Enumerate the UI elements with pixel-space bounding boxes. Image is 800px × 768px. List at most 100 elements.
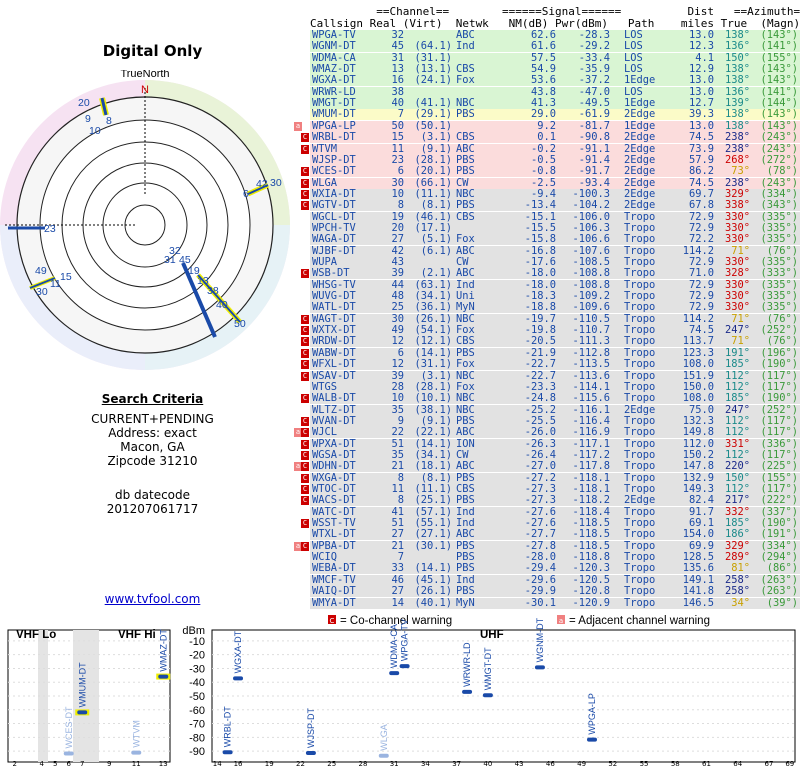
table-row: WEBA-DT 33 (14.1) PBS -29.4 -120.3 Tropo 135.6 8…: [310, 562, 800, 575]
table-cell: (10.1): [414, 392, 452, 405]
table-cell: 27: [391, 585, 404, 598]
table-cell: WTGS: [312, 380, 338, 393]
table-cell: (12.1): [414, 335, 452, 348]
table-cell: (2.1): [420, 267, 452, 280]
table-cell: Fox: [456, 324, 475, 337]
table-cell: -118.5: [572, 517, 610, 530]
radar-label: 20: [78, 97, 90, 109]
x-tick-label: 67: [765, 760, 774, 768]
table-cell: -25.2: [524, 403, 556, 416]
table-cell: 9.2: [537, 119, 556, 132]
co-channel-warning-icon: C: [301, 201, 309, 211]
table-cell: 75.0: [688, 403, 714, 416]
co-channel-warning-icon: C: [301, 314, 309, 324]
radar-label: 31: [164, 254, 176, 266]
table-cell: -114.1: [572, 380, 610, 393]
table-cell: -19.8: [524, 324, 556, 337]
table-cell: 6: [397, 346, 404, 359]
y-tick-label: -90: [189, 746, 205, 758]
table-cell: 330°: [724, 210, 750, 223]
table-cell: -29.6: [524, 573, 556, 586]
table-cell: 135.6: [682, 562, 714, 575]
table-cell: WDMA-CA: [312, 51, 356, 64]
station-bar-label: WMAZ-DT: [158, 629, 168, 672]
table-cell: 123.3: [682, 346, 714, 359]
table-row: WGTV-DT 8 (8.1) PBS -13.4 -104.2 2Edge 67.8 338°…: [301, 199, 800, 212]
table-cell: 57.9: [688, 153, 714, 166]
table-row: WTOC-DT 11 (11.1) CBS -27.3 -118.1 Tropo 149.3 1…: [301, 483, 800, 495]
table-cell: (117°): [760, 483, 798, 495]
table-cell: WAGA-DT: [312, 233, 356, 246]
table-cell: 186°: [724, 528, 750, 541]
table-cell: WHSG-TV: [312, 278, 356, 291]
table-cell: (26.1): [414, 585, 452, 598]
table-cell: (76°): [766, 244, 798, 257]
table-cell: -20.5: [524, 335, 556, 348]
table-cell: 74.5: [688, 176, 714, 189]
co-channel-warning-icon: C: [301, 462, 309, 472]
table-cell: CBS: [456, 210, 475, 223]
table-cell: 71°: [731, 312, 750, 325]
table-cell: 114.2: [682, 312, 714, 325]
table-cell: WGSA-DT: [312, 448, 356, 461]
table-cell: (141°): [760, 40, 798, 53]
table-cell: ABC: [456, 142, 475, 155]
tvfool-link[interactable]: www.tvfool.com: [104, 592, 201, 606]
table-cell: 15: [391, 131, 404, 144]
table-cell: WUPA: [312, 256, 338, 268]
table-cell: ABC: [456, 460, 475, 473]
table-cell: 1Edge: [624, 97, 656, 110]
table-cell: Tropo: [624, 290, 656, 303]
table-cell: -21.9: [524, 346, 556, 359]
table-cell: 53.6: [530, 74, 556, 87]
table-row: WMAZ-DT 13 (13.1) CBS 54.9 -35.9 LOS 12.9 138° (1…: [310, 64, 800, 76]
table-cell: (46.1): [414, 210, 452, 223]
table-cell: NBC: [456, 97, 475, 110]
table-row: WFXL-DT 12 (31.1) Fox -22.7 -113.5 Tropo 108.0 1…: [301, 359, 800, 371]
table-cell: -93.4: [578, 176, 610, 189]
table-cell: 2Edge: [624, 199, 656, 212]
table-cell: (144°): [760, 97, 798, 110]
table-cell: -0.8: [530, 165, 556, 178]
radar-marker: [247, 184, 269, 195]
co-channel-warning-icon: C: [301, 348, 309, 358]
table-cell: -120.9: [572, 596, 610, 609]
table-cell: -117.1: [572, 437, 610, 450]
table-cell: Tropo: [624, 267, 656, 280]
table-cell: (143°): [760, 74, 798, 87]
table-cell: ABC: [456, 426, 475, 439]
table-cell: 71.0: [688, 267, 714, 280]
table-cell: 72.9: [688, 221, 714, 234]
table-cell: (335°): [760, 221, 798, 234]
table-cell: (27.1): [414, 528, 452, 541]
table-cell: (243°): [760, 131, 798, 144]
co-channel-warning-icon: C: [301, 269, 309, 279]
table-cell: LOS: [624, 40, 643, 53]
table-cell: PBS: [456, 585, 475, 598]
azimuth-radar-plot: TrueNorth N 20 9 10 8 6 42 30 23 32 31 4…: [0, 70, 290, 370]
table-cell: 132.3: [682, 414, 714, 427]
table-cell: PBS: [456, 471, 475, 484]
table-cell: -106.3: [572, 221, 610, 234]
table-cell: 331°: [724, 437, 750, 450]
table-cell: 72.9: [688, 210, 714, 223]
table-cell: NBC: [456, 187, 475, 200]
station-bar: [399, 664, 410, 669]
table-cell: -26.0: [524, 426, 556, 439]
table-cell: 149.8: [682, 426, 714, 439]
table-cell: WJSP-DT: [312, 153, 356, 166]
table-cell: Uni: [456, 290, 475, 303]
table-cell: 30: [391, 312, 404, 325]
table-cell: 20: [391, 221, 404, 234]
table-cell: WVAN-DT: [312, 414, 356, 427]
table-cell: 25: [391, 301, 404, 314]
criteria-line: CURRENT+PENDING: [91, 412, 214, 426]
table-cell: (28.1): [414, 380, 452, 393]
x-tick-label: 7: [80, 760, 84, 768]
table-cell: 62.6: [530, 29, 556, 41]
station-bar-label: WJSP-DT: [306, 708, 316, 748]
table-row: WATC-DT 41 (57.1) Ind -27.6 -118.4 Tropo 91.7 33…: [310, 506, 800, 518]
table-cell: Tropo: [624, 471, 656, 484]
table-row: WMGT-DT 40 (41.1) NBC 41.3 -49.5 1Edge 12.7 139°…: [310, 97, 800, 110]
table-cell: 2Edge: [624, 165, 656, 178]
